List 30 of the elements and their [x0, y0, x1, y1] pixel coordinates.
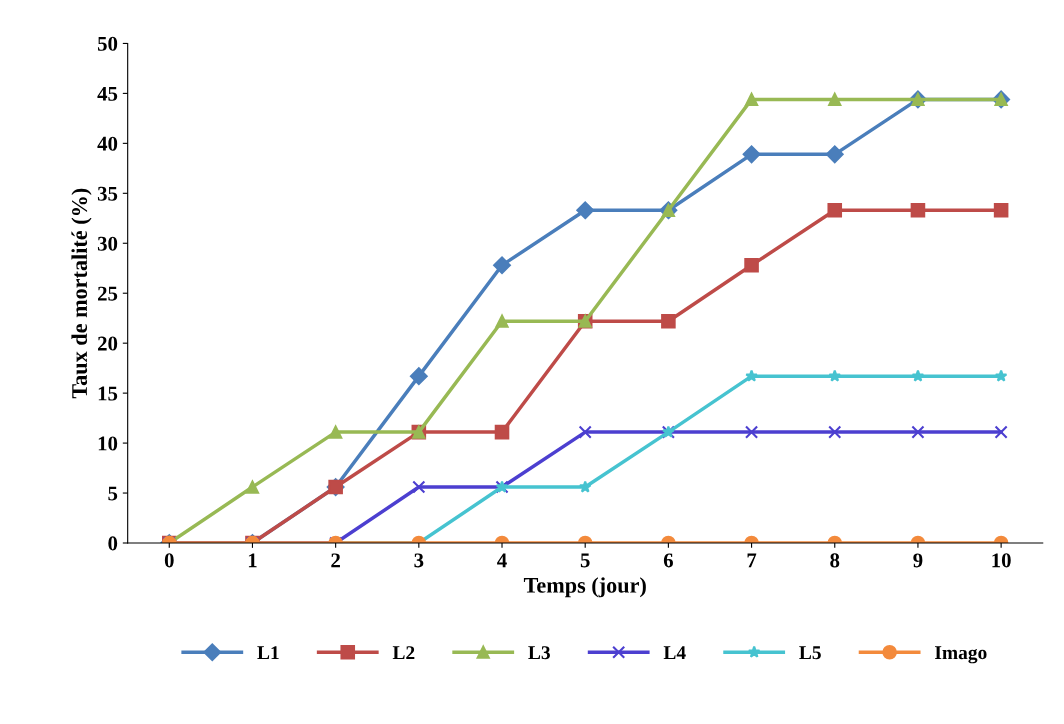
x-tick-label: 2	[331, 553, 340, 568]
y-tick-label: 20	[98, 336, 118, 351]
legend-label: Imago	[935, 646, 987, 664]
legend-label: L4	[663, 646, 686, 660]
x-axis-title: Temps (jour)	[523, 577, 646, 598]
x-tick-label: 0	[164, 553, 174, 568]
y-tick-label: 50	[97, 36, 118, 51]
x-tick-label: 9	[913, 553, 923, 568]
y-tick-label: 5	[108, 486, 118, 501]
x-tick-label: 7	[747, 553, 757, 568]
legend-label: L1	[257, 646, 279, 660]
legend-label: L5	[799, 646, 821, 660]
x-tick-label: 5	[580, 553, 590, 568]
y-tick-label: 30	[97, 236, 118, 251]
y-tick-label: 10	[98, 436, 118, 451]
x-tick-label: 1	[248, 553, 257, 568]
y-axis-title: Taux de mortalité (%)	[71, 188, 92, 399]
y-tick-label: 25	[98, 286, 118, 301]
x-tick-label: 3	[414, 553, 424, 568]
x-tick-label: 6	[663, 553, 673, 568]
y-tick-label: 40	[97, 136, 118, 151]
legend-label: L3	[528, 646, 550, 660]
legend-label: L2	[392, 646, 415, 660]
y-tick-label: 45	[97, 86, 118, 101]
x-tick-label: 10	[992, 553, 1011, 568]
y-tick-label: 35	[97, 186, 118, 201]
y-tick-label: 0	[108, 536, 118, 551]
y-tick-label: 15	[98, 386, 118, 401]
x-tick-label: 4	[497, 553, 507, 568]
x-tick-label: 8	[830, 553, 840, 568]
